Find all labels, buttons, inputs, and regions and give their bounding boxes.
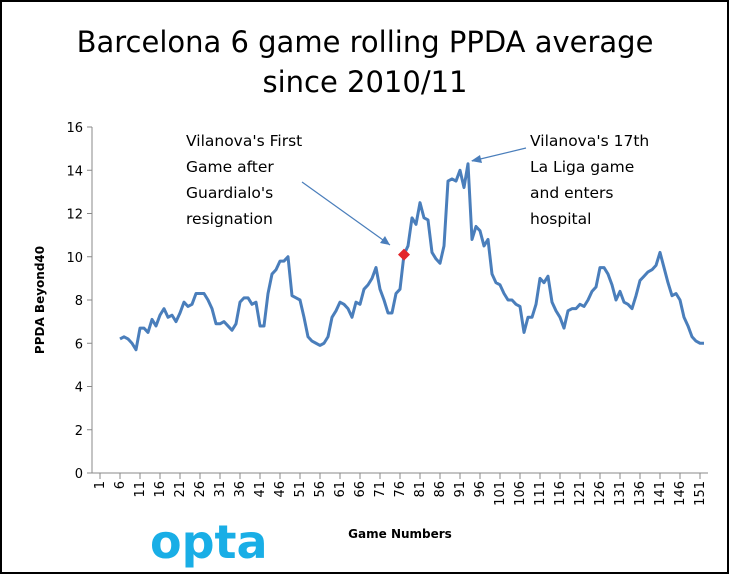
annotation-line: Vilanova's First bbox=[186, 132, 302, 150]
y-tick-label: 6 bbox=[75, 337, 83, 352]
x-tick-label: 76 bbox=[393, 481, 408, 498]
annotation-line: Guardialo's bbox=[186, 184, 273, 202]
x-tick-label: 86 bbox=[433, 481, 448, 498]
x-tick-label: 56 bbox=[313, 481, 328, 498]
annotation: Vilanova's 17th La Liga game and enters … bbox=[471, 132, 649, 228]
x-tick-label: 31 bbox=[213, 481, 228, 498]
x-tick-label: 136 bbox=[633, 481, 648, 506]
annotation: Vilanova's First Game after Guardialo's … bbox=[186, 132, 391, 246]
y-tick-label: 10 bbox=[66, 251, 83, 266]
x-tick-label: 96 bbox=[473, 481, 488, 498]
x-tick-label: 66 bbox=[353, 481, 368, 498]
x-tick-label: 121 bbox=[573, 481, 588, 506]
x-tick-label: 71 bbox=[373, 481, 388, 498]
annotation-line: La Liga game bbox=[530, 158, 634, 176]
annotation-line: resignation bbox=[186, 210, 273, 228]
x-tick-label: 111 bbox=[533, 481, 548, 506]
arrow-head bbox=[380, 236, 390, 245]
y-tick-label: 14 bbox=[66, 164, 83, 179]
x-tick-label: 91 bbox=[453, 481, 468, 498]
y-tick-label: 4 bbox=[75, 381, 83, 396]
annotation-line: Vilanova's 17th bbox=[530, 132, 649, 150]
chart-title: since 2010/11 bbox=[262, 65, 467, 99]
y-tick-label: 16 bbox=[66, 121, 83, 136]
x-tick-label: 26 bbox=[193, 481, 208, 498]
x-tick-label: 146 bbox=[673, 481, 688, 506]
annotation-arrow bbox=[301, 181, 391, 246]
x-tick-label: 141 bbox=[653, 481, 668, 506]
y-tick-label: 12 bbox=[66, 208, 83, 223]
x-tick-label: 6 bbox=[113, 481, 128, 489]
y-tick-label: 8 bbox=[75, 294, 83, 309]
y-axis-title: PPDA Beyond40 bbox=[33, 246, 47, 354]
x-axis-title: Game Numbers bbox=[348, 527, 452, 541]
x-tick-label: 46 bbox=[273, 481, 288, 498]
y-tick-label: 0 bbox=[75, 467, 83, 482]
x-tick-label: 106 bbox=[513, 481, 528, 506]
annotation-line: Game after bbox=[186, 158, 274, 176]
annotation-line: hospital bbox=[530, 210, 591, 228]
x-tick-label: 131 bbox=[613, 481, 628, 506]
x-tick-label: 61 bbox=[333, 481, 348, 498]
chart-title: Barcelona 6 game rolling PPDA average bbox=[77, 25, 654, 59]
x-tick-label: 21 bbox=[173, 481, 188, 498]
x-tick-label: 1 bbox=[93, 481, 108, 489]
x-tick-label: 16 bbox=[153, 481, 168, 498]
x-tick-label: 41 bbox=[253, 481, 268, 498]
x-tick-label: 116 bbox=[553, 481, 568, 506]
data-line bbox=[119, 162, 704, 352]
arrow-head bbox=[471, 155, 482, 163]
annotation-arrow bbox=[471, 147, 527, 162]
x-tick-label: 126 bbox=[593, 481, 608, 506]
x-tick-label: 36 bbox=[233, 481, 248, 498]
x-tick-label: 11 bbox=[133, 481, 148, 498]
highlight-marker bbox=[398, 248, 410, 261]
x-tick-label: 51 bbox=[293, 481, 308, 498]
logo: opta bbox=[150, 515, 268, 569]
x-tick-label: 151 bbox=[693, 481, 708, 506]
x-tick-label: 81 bbox=[413, 481, 428, 498]
annotation-line: and enters bbox=[530, 184, 614, 202]
y-tick-label: 2 bbox=[75, 424, 83, 439]
x-tick-label: 101 bbox=[493, 481, 508, 506]
